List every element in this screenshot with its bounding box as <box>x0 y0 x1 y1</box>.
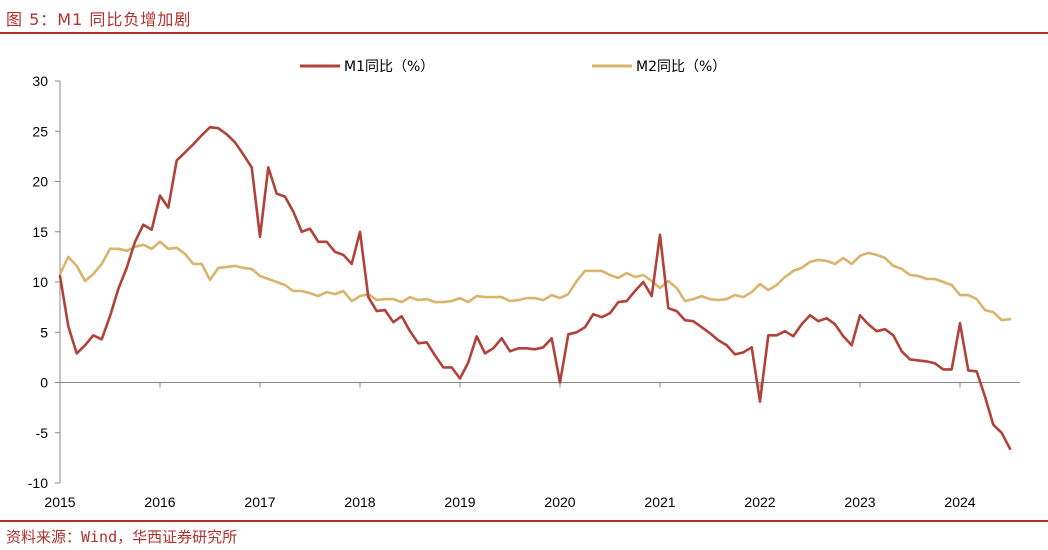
legend: M1同比（%） M2同比（%） <box>300 59 726 75</box>
legend-label-m2: M2同比（%） <box>636 59 726 75</box>
series-group <box>58 125 1012 451</box>
y-axis: 30 25 20 15 10 5 0 -5 -10 <box>28 73 61 491</box>
y-tick-label: 0 <box>40 375 48 391</box>
title-divider <box>0 32 1048 34</box>
series-line-m2 <box>58 240 1012 322</box>
x-tick-label: 2024 <box>944 494 975 510</box>
y-tick-label: 30 <box>32 73 48 89</box>
y-tick-label: 5 <box>40 324 48 340</box>
y-tick-label: 20 <box>32 174 48 190</box>
y-tick-label: 15 <box>32 224 48 240</box>
figure-title: 图 5：M1 同比负增加剧 <box>6 10 192 29</box>
series-line-m1 <box>58 125 1012 451</box>
x-tick-label: 2016 <box>144 494 175 510</box>
source-note: 资料来源：Wind，华西证券研究所 <box>6 528 238 546</box>
y-tick-label: -5 <box>36 425 49 441</box>
x-tick-label: 2018 <box>344 494 375 510</box>
x-axis: 2015 2016 2017 2018 2019 2020 2021 2022 2023 2024 <box>44 382 1020 510</box>
x-tick-label: 2023 <box>844 494 875 510</box>
y-tick-label: 25 <box>32 123 48 139</box>
x-tick-label: 2020 <box>544 494 575 510</box>
y-tick-label: -10 <box>28 475 48 491</box>
x-tick-label: 2021 <box>644 494 675 510</box>
x-tick-label: 2019 <box>444 494 475 510</box>
y-tick-label: 10 <box>32 274 48 290</box>
x-tick-label: 2017 <box>244 494 275 510</box>
legend-label-m1: M1同比（%） <box>344 59 434 75</box>
source-divider <box>0 520 1048 522</box>
x-tick-label: 2015 <box>44 494 75 510</box>
x-tick-label: 2022 <box>744 494 775 510</box>
